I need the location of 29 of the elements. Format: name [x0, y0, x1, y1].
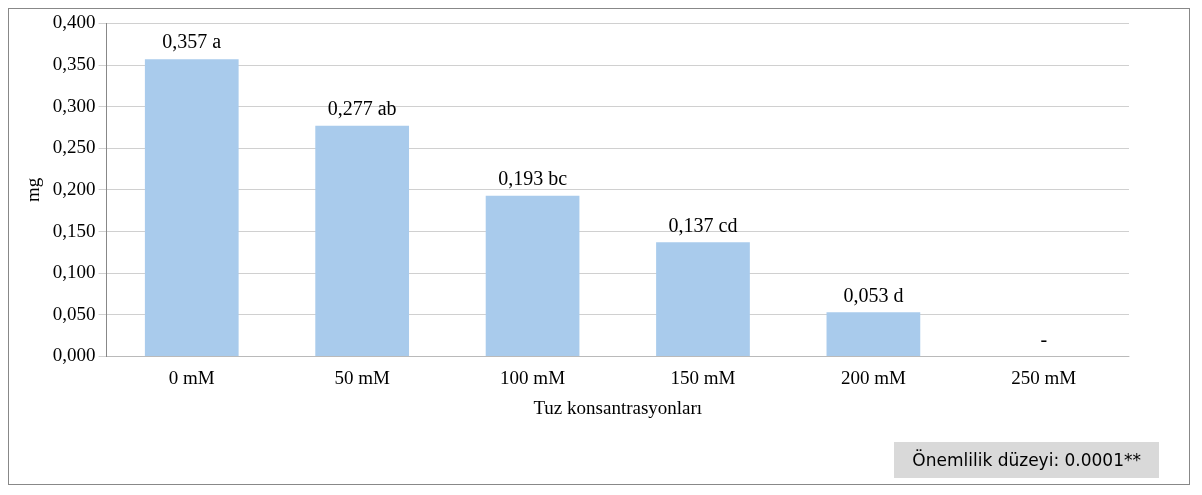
bar: [144, 59, 239, 356]
y-tick-label: 0,250: [52, 136, 96, 158]
data-label: 0,277 ab: [327, 97, 397, 120]
data-label: 0,137 cd: [668, 213, 738, 236]
x-tick-label: 100 mM: [500, 366, 566, 388]
data-label: 0,357 a: [162, 30, 222, 53]
y-tick-label: 0,050: [52, 302, 96, 324]
data-label: 0,053 d: [843, 283, 904, 306]
y-tick-label: 0,100: [52, 261, 96, 283]
y-axis-title: mg: [22, 177, 44, 203]
x-tick-label: 0 mM: [168, 366, 215, 388]
data-label: -: [1040, 327, 1048, 350]
y-tick-label: 0,350: [52, 53, 96, 75]
y-tick-label: 0,200: [52, 177, 96, 199]
x-axis-title: Tuz konsantrasyonları: [533, 396, 703, 418]
x-tick-label: 150 mM: [670, 366, 736, 388]
x-tick-label: 250 mM: [1011, 366, 1077, 388]
x-tick-label: 200 mM: [840, 366, 906, 388]
bar: [485, 195, 580, 356]
bar: [656, 242, 750, 356]
text: Önemlilik düzeyi: 0.0001**: [894, 442, 1159, 478]
data-label: 0,193 bc: [498, 166, 568, 189]
x-tick-label: 50 mM: [334, 366, 390, 388]
y-tick-label: 0,150: [52, 219, 96, 241]
bar: [315, 125, 410, 356]
y-tick-label: 0,300: [52, 94, 96, 116]
y-tick-label: 0,400: [52, 11, 96, 33]
y-tick-label: 0,000: [52, 344, 96, 366]
bar: [826, 312, 921, 356]
